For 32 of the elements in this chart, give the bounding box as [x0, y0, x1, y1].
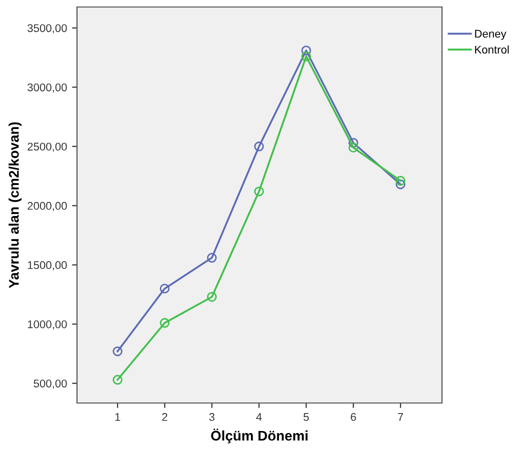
legend-label: Deney: [475, 30, 506, 40]
y-tick-label: 1000,00: [28, 320, 67, 330]
point: [112, 374, 122, 385]
point: [207, 252, 217, 263]
y-tick-label: 2500,00: [28, 142, 67, 152]
x-tick-label: 2: [162, 413, 168, 421]
y-tick-label: 3000,00: [28, 83, 67, 93]
point: [112, 346, 122, 356]
point: [254, 142, 264, 152]
point: [348, 142, 358, 152]
point: [160, 284, 170, 294]
x-tick-label: 5: [304, 413, 309, 421]
y-axis-title: Yavrulu alan (cm2/kovan): [8, 122, 22, 288]
y-tick-label: 1500,00: [28, 261, 67, 270]
point: [207, 292, 217, 302]
x-axis-title: Ölçüm Dönemi: [211, 428, 308, 444]
x-tick-label: 7: [398, 413, 404, 421]
y-tick-label: 500,00: [34, 380, 67, 389]
point: [301, 46, 312, 56]
legend-label: Kontrol: [475, 45, 509, 54]
x-tick-label: 6: [350, 413, 356, 421]
point: [160, 318, 170, 328]
x-tick-label: 3: [209, 413, 214, 421]
point: [396, 176, 406, 186]
y-tick-label: 2000,00: [28, 202, 67, 212]
point: [254, 186, 264, 196]
point: [396, 179, 406, 190]
x-tick-label: 4: [256, 413, 262, 421]
y-tick-label: 3500,00: [28, 24, 67, 34]
x-tick-label: 1: [115, 413, 120, 421]
point: [348, 138, 358, 148]
point: [301, 52, 312, 62]
